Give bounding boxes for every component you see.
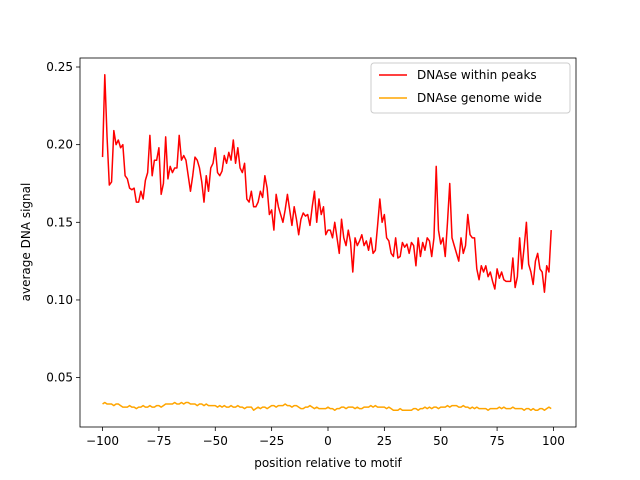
x-tick-label: −25 (259, 434, 284, 448)
y-axis-label: average DNA signal (19, 183, 33, 302)
x-tick-label: −100 (86, 434, 119, 448)
y-tick-label: 0.05 (46, 371, 73, 385)
x-tick-label: 75 (489, 434, 504, 448)
x-tick-label: −50 (203, 434, 228, 448)
series-line (101, 74, 552, 293)
legend-box (370, 62, 571, 114)
x-tick-label: 50 (433, 434, 448, 448)
y-tick-label: 0.15 (46, 215, 73, 229)
legend-label: DNAse within peaks (417, 68, 537, 82)
y-tick-label: 0.25 (46, 60, 73, 74)
legend-label: DNAse genome wide (417, 91, 542, 105)
series-line (102, 401, 552, 411)
x-tick-label: 0 (324, 434, 332, 448)
x-axis-label: position relative to motif (254, 456, 402, 470)
x-tick-label: 25 (377, 434, 392, 448)
y-tick-label: 0.20 (46, 138, 73, 152)
x-tick-label: −75 (146, 434, 171, 448)
y-tick-label: 0.10 (46, 293, 73, 307)
x-tick-label: 100 (542, 434, 565, 448)
axes-frame (79, 57, 577, 428)
